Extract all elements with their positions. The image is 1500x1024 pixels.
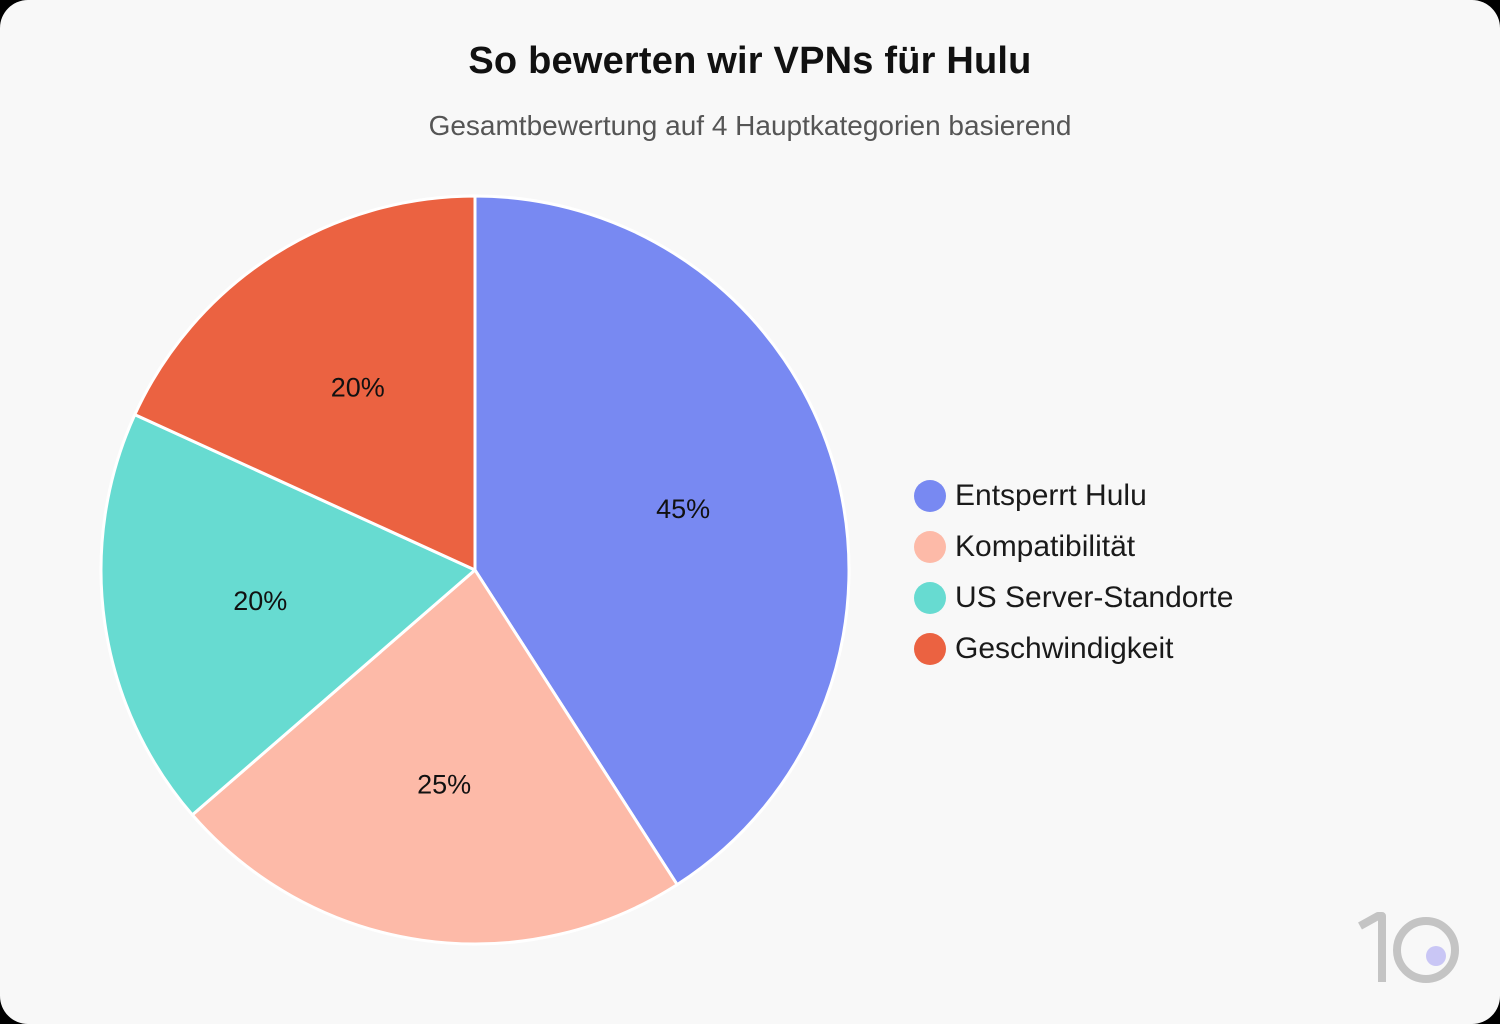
- pie-slices: [99, 194, 851, 946]
- chart-subtitle: Gesamtbewertung auf 4 Hauptkategorien ba…: [428, 110, 1072, 141]
- legend-item-1: Entsperrt Hulu: [914, 470, 1233, 521]
- pie-labels: 45% 25% 20% 20%: [233, 373, 710, 800]
- pie-slice-label-4: 20%: [331, 373, 385, 403]
- legend-swatch-1: [914, 479, 946, 512]
- pie-slice-label-2: 25%: [417, 770, 471, 800]
- legend-swatch-4: [914, 632, 946, 665]
- chart-title: So bewerten wir VPNs für Hulu: [468, 40, 1032, 82]
- pie-slice-label-3: 20%: [233, 586, 287, 616]
- legend-label-3: US Server-Standorte: [955, 580, 1234, 614]
- legend-swatch-2: [914, 530, 946, 563]
- legend-label-4: Geschwindigkeit: [955, 631, 1174, 665]
- legend-item-4: Geschwindigkeit: [914, 623, 1233, 674]
- pie-slice-4: [133, 194, 477, 572]
- legend-swatch-3: [914, 581, 946, 614]
- legend-item-3: US Server-Standorte: [914, 572, 1233, 623]
- legend-label-2: Kompatibilität: [955, 529, 1136, 563]
- chart-legend: Entsperrt Hulu Kompatibilität US Server-St…: [914, 470, 1233, 674]
- pie-slice-label-1: 45%: [656, 494, 710, 524]
- pie-slice-1: [473, 194, 851, 887]
- ten-logo-icon: [1358, 912, 1459, 983]
- pie-slice-2: [190, 568, 679, 946]
- legend-label-1: Entsperrt Hulu: [955, 478, 1147, 512]
- legend-item-2: Kompatibilität: [914, 521, 1233, 572]
- pie-slice-3: [99, 413, 477, 817]
